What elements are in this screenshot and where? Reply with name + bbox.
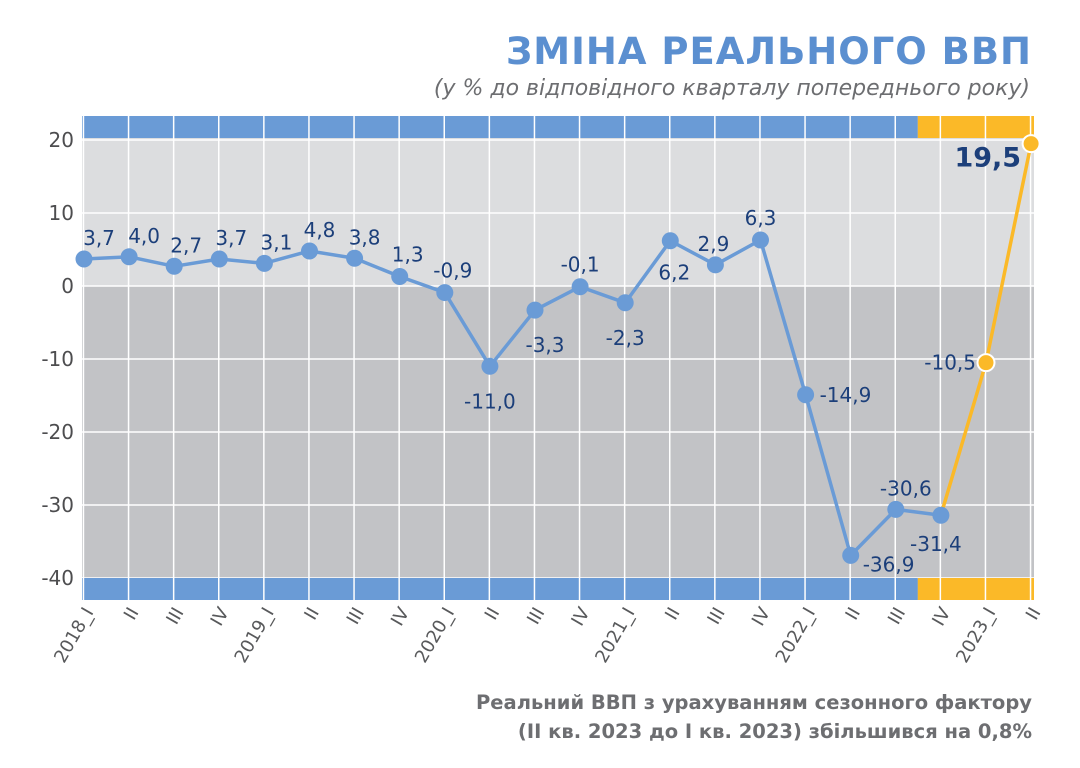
x-tick-label: III: [162, 604, 188, 628]
data-point: [75, 250, 93, 268]
data-point: [165, 257, 183, 275]
x-tick-label: IV: [567, 603, 594, 629]
x-tick-label: III: [704, 604, 730, 628]
data-label: -30,6: [880, 476, 932, 500]
x-tick-label: 2023_I: [952, 604, 1000, 667]
x-tick-label: III: [523, 604, 549, 628]
data-point: [661, 232, 679, 250]
x-tick-label: II: [661, 604, 684, 624]
data-point: [887, 500, 905, 518]
data-point: [932, 506, 950, 524]
data-point: [571, 278, 589, 296]
chart-subtitle: (у % до відповідного кварталу попередньо…: [433, 76, 1030, 101]
data-label: 3,7: [83, 226, 115, 250]
data-point: [797, 386, 815, 404]
data-point: [706, 256, 724, 274]
y-tick-label: -10: [41, 347, 74, 371]
data-label: -0,1: [561, 253, 600, 277]
x-tick-label: II: [481, 604, 504, 624]
chart-title: ЗМІНА РЕАЛЬНОГО ВВП: [505, 30, 1032, 73]
data-label: -0,9: [433, 259, 472, 283]
y-tick-label: -40: [41, 566, 74, 590]
data-point: [1021, 134, 1041, 154]
data-point: [481, 357, 499, 375]
x-tick-label: 2021_I: [591, 604, 639, 667]
data-point: [346, 249, 364, 267]
plot-bg-negative: [82, 286, 1034, 600]
x-tick-label: 2018_I: [50, 604, 98, 667]
data-label: 3,1: [260, 230, 292, 254]
data-label: 4,8: [304, 218, 336, 242]
data-label: 2,7: [170, 233, 202, 257]
data-point: [436, 284, 454, 302]
data-point: [842, 546, 860, 564]
y-tick-label: -30: [41, 493, 74, 517]
data-label: -3,3: [525, 333, 564, 357]
x-tick-label: IV: [207, 603, 234, 629]
band-top-yellow: [917, 116, 1034, 138]
x-tick-label: IV: [387, 603, 414, 629]
data-point: [616, 294, 634, 312]
data-point: [120, 248, 138, 266]
data-label: -36,9: [863, 552, 915, 576]
data-label: 2,9: [697, 232, 729, 256]
data-label: -11,0: [464, 389, 516, 413]
data-label: 4,0: [128, 224, 160, 248]
band-bottom-yellow: [917, 578, 1034, 600]
data-label: -10,5: [924, 351, 976, 375]
data-label: 19,5: [954, 143, 1021, 174]
x-tick-label: IV: [748, 603, 775, 629]
y-tick-label: -20: [41, 420, 74, 444]
data-point: [210, 250, 228, 268]
footnote-line-1: Реальний ВВП з урахуванням сезонного фак…: [476, 691, 1032, 714]
x-tick-label: II: [120, 604, 143, 624]
data-point: [301, 242, 318, 260]
data-point: [391, 268, 409, 286]
data-label: 1,3: [392, 243, 424, 267]
data-point: [976, 353, 996, 373]
data-label: 3,8: [349, 225, 381, 249]
data-point: [255, 254, 273, 272]
y-tick-label: 10: [49, 201, 74, 225]
x-tick-label: III: [343, 604, 369, 628]
x-tick-label: IV: [928, 603, 955, 629]
data-label: -31,4: [910, 532, 962, 556]
plot-bg-positive: [82, 116, 1034, 286]
x-tick-label: II: [300, 604, 323, 624]
x-tick-label: II: [842, 604, 865, 624]
footnote-line-2: (II кв. 2023 до I кв. 2023) збільшився н…: [517, 720, 1032, 743]
x-tick-label: 2022_I: [772, 604, 820, 667]
x-tick-label: III: [884, 604, 910, 628]
data-label: -14,9: [820, 383, 872, 407]
band-top-blue: [82, 116, 918, 138]
data-point: [526, 301, 544, 319]
x-tick-label: II: [1022, 604, 1045, 624]
x-tick-label: 2020_I: [411, 604, 459, 667]
data-label: 6,3: [745, 206, 777, 230]
x-tick-label: 2019_I: [230, 604, 278, 667]
data-label: 3,7: [215, 226, 247, 250]
data-label: -2,3: [606, 326, 645, 350]
y-tick-label: 20: [49, 128, 74, 152]
band-bottom-blue: [82, 578, 918, 600]
data-label: 6,2: [658, 261, 690, 285]
data-point: [752, 231, 769, 249]
y-tick-label: 0: [61, 274, 74, 298]
